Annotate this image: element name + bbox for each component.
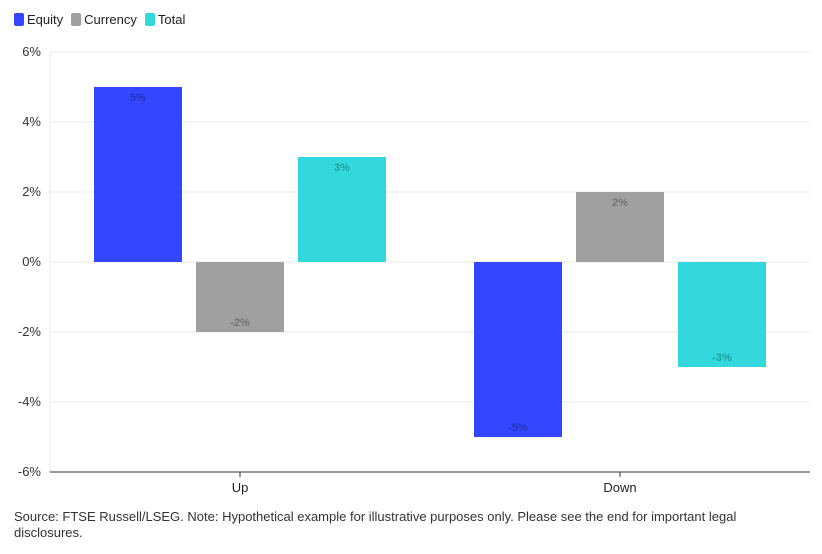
data-label: 3% [334,162,350,174]
data-label: -2% [230,317,250,329]
legend-label-currency: Currency [84,12,137,27]
bar-equity-up [94,87,182,262]
data-label: 2% [612,197,628,209]
data-label: -3% [712,352,732,364]
legend-item-currency[interactable]: Currency [71,12,137,27]
source-footnote: Source: FTSE Russell/LSEG. Note: Hypothe… [14,509,737,540]
chart-legend: Equity Currency Total [14,12,185,27]
legend-swatch-equity [14,13,24,26]
x-tick-label: Up [232,480,249,495]
x-tick-label: Down [603,480,636,495]
y-tick-label: 6% [22,44,41,59]
legend-item-total[interactable]: Total [144,12,186,27]
data-label: 5% [130,92,146,104]
legend-swatch-currency [71,13,82,26]
y-tick-label: -4% [18,394,42,409]
y-tick-label: -2% [18,324,42,339]
bar-chart: 6% 4% 2% 0% -2% -4% -6% Up 5% -2% 3% Down -5% 2% -3% [18,44,810,495]
legend-label-equity: Equity [27,12,64,27]
bar-currency-down [576,192,664,262]
legend-label-total: Total [157,12,186,27]
legend-swatch-total [144,13,155,26]
bar-total-up [298,157,386,262]
legend-item-equity[interactable]: Equity [14,12,63,27]
bar-total-down [678,262,766,367]
y-tick-label: 2% [22,184,41,199]
y-tick-label: 4% [22,114,41,129]
bar-equity-down [474,262,562,437]
bar-currency-up [196,262,284,332]
y-tick-label: -6% [18,464,42,479]
data-label: -5% [508,422,528,434]
y-tick-label: 0% [22,254,41,269]
